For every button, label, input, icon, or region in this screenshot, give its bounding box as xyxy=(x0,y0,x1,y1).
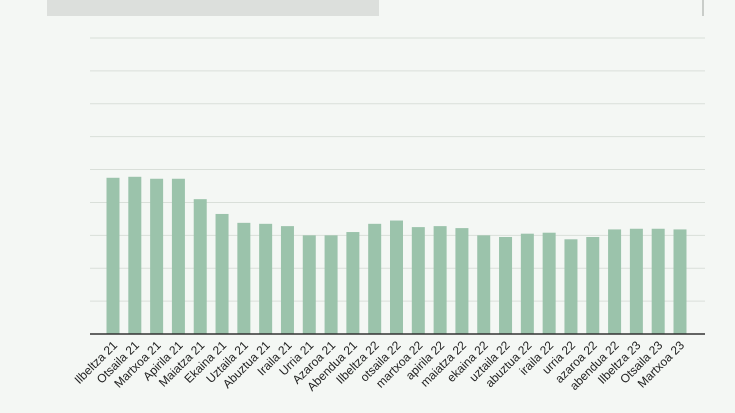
bar xyxy=(237,222,251,334)
bar xyxy=(302,235,316,334)
bar xyxy=(564,239,578,334)
bar xyxy=(651,228,665,334)
bar xyxy=(259,223,273,334)
bar xyxy=(346,232,360,334)
top-header-bar xyxy=(47,0,379,16)
bar xyxy=(150,178,164,334)
bar xyxy=(433,226,447,334)
bars xyxy=(106,176,687,334)
bar xyxy=(608,229,622,334)
bar xyxy=(586,236,600,334)
bar xyxy=(542,232,556,334)
bar xyxy=(629,228,643,334)
bar xyxy=(106,177,120,334)
bar xyxy=(128,176,142,334)
bar xyxy=(368,223,382,334)
bar xyxy=(193,199,207,334)
bar xyxy=(520,233,534,334)
bar xyxy=(411,227,425,334)
bar xyxy=(477,235,491,334)
bar xyxy=(390,220,403,334)
bar xyxy=(324,235,338,334)
bar xyxy=(455,228,469,334)
bar xyxy=(499,236,513,334)
top-right-divider xyxy=(702,0,704,16)
bar xyxy=(171,178,185,334)
bar xyxy=(215,213,229,334)
bar xyxy=(280,226,294,334)
bar xyxy=(673,229,687,334)
